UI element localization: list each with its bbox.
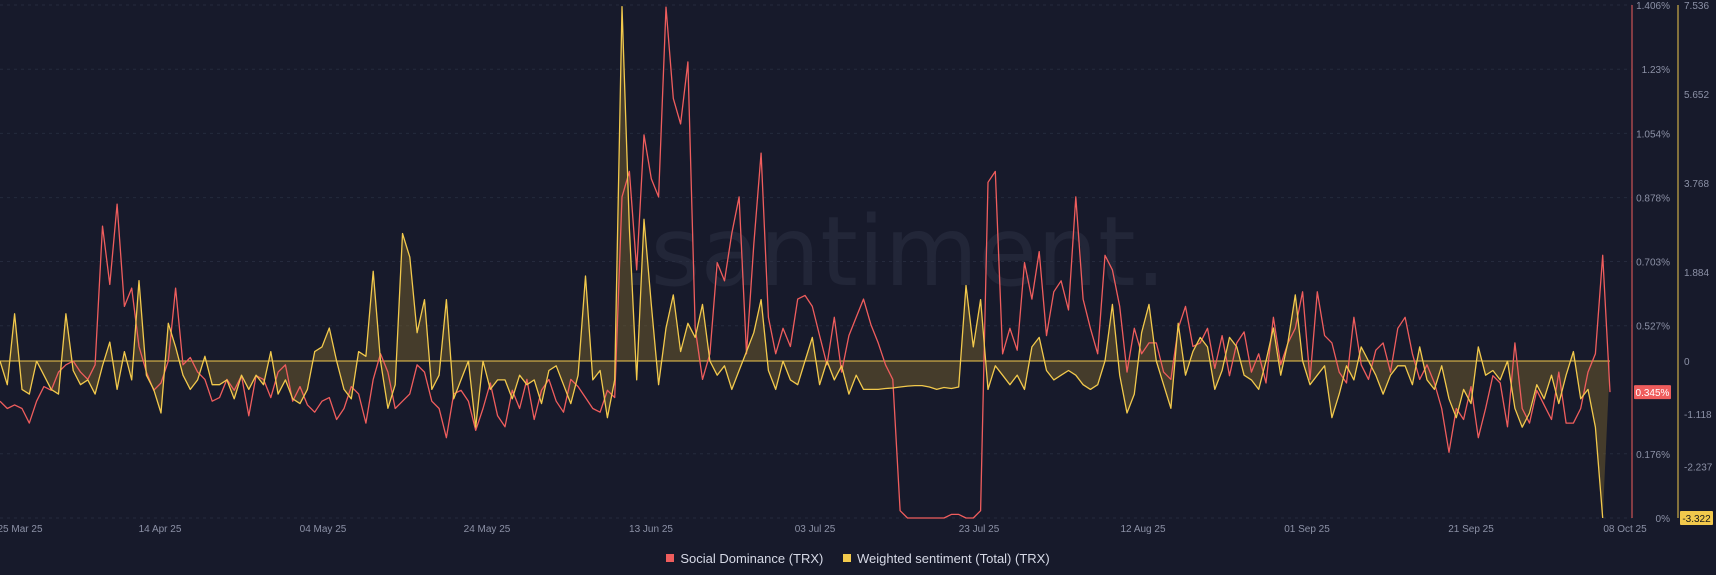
value-badges: 0.345% -3.322 xyxy=(1634,385,1713,525)
y-left-tick-label: 1.23% xyxy=(1642,65,1670,76)
y-right-tick-label: 3.768 xyxy=(1684,179,1709,190)
series-lines xyxy=(0,6,1611,519)
grid xyxy=(0,4,1632,519)
x-tick-label: 14 Apr 25 xyxy=(139,524,182,535)
y-left-tick-label: 0.527% xyxy=(1636,322,1670,333)
x-tick-label: 01 Sep 25 xyxy=(1284,524,1330,535)
y-left-tick-label: 0.176% xyxy=(1636,450,1670,461)
y-right-tick-label: 0 xyxy=(1684,357,1690,368)
legend: Social Dominance (TRX) Weighted sentimen… xyxy=(0,550,1716,566)
y-right-tick-label: 7.536 xyxy=(1684,1,1709,12)
legend-swatch-social-dominance xyxy=(666,554,675,562)
x-tick-label: 21 Sep 25 xyxy=(1448,524,1494,535)
legend-label-social-dominance: Social Dominance (TRX) xyxy=(680,550,824,566)
y-right-tick-label: -1.118 xyxy=(1684,410,1712,421)
legend-item-social-dominance[interactable]: Social Dominance (TRX) xyxy=(666,551,823,566)
x-tick-label: 23 Jul 25 xyxy=(959,524,1000,535)
series-line-weighted-sentiment xyxy=(0,6,1604,518)
series-line-social-dominance xyxy=(0,6,1611,519)
y-right-tick-label: 1.884 xyxy=(1684,268,1709,279)
y-right-tick-label: -2.237 xyxy=(1684,463,1713,474)
social-dominance-badge xyxy=(1634,385,1671,400)
y-left-tick-label: 1.406% xyxy=(1636,1,1670,12)
x-tick-label: 04 May 25 xyxy=(300,524,347,535)
y-right-tick-label: 5.652 xyxy=(1684,90,1709,101)
legend-label-weighted-sentiment: Weighted sentiment (Total) (TRX) xyxy=(857,550,1050,566)
y-left-tick-label: 0.703% xyxy=(1636,258,1670,269)
watermark: .santiment. xyxy=(620,196,1166,308)
y-left-tick-label: 1.054% xyxy=(1636,129,1670,140)
axes xyxy=(1631,5,1679,518)
x-tick-label: 03 Jul 25 xyxy=(795,524,836,535)
x-tick-label: 12 Aug 25 xyxy=(1120,524,1165,535)
x-axis-ticks: 25 Mar 25 14 Apr 25 04 May 25 24 May 25 13 J… xyxy=(0,524,1647,535)
y-left-tick-label: 0% xyxy=(1656,514,1671,525)
legend-swatch-weighted-sentiment xyxy=(843,554,851,562)
weighted-sentiment-badge xyxy=(1680,511,1713,525)
legend-item-weighted-sentiment[interactable]: Weighted sentiment (Total) (TRX) xyxy=(843,551,1050,566)
x-tick-label: 25 Mar 25 xyxy=(0,524,43,535)
chart-canvas: .santiment. 25 Mar 25 14 Apr 25 04 May 25 2… xyxy=(0,1,1713,535)
x-tick-label: 13 Jun 25 xyxy=(629,524,673,535)
social-dominance-badge-label: 0.345% xyxy=(1636,388,1670,399)
y-left-ticks: 1.406% 1.23% 1.054% 0.878% 0.703% 0.527% 0.176… xyxy=(1636,1,1670,525)
x-tick-label: 24 May 25 xyxy=(464,524,511,535)
weighted-sentiment-badge-label: -3.322 xyxy=(1682,514,1711,525)
y-right-ticks: 7.536 5.652 3.768 1.884 0 -1.118 -2.237 -3.322 xyxy=(1684,1,1713,525)
x-tick-label: 08 Oct 25 xyxy=(1603,524,1647,535)
y-left-tick-label: 0.878% xyxy=(1636,194,1670,205)
